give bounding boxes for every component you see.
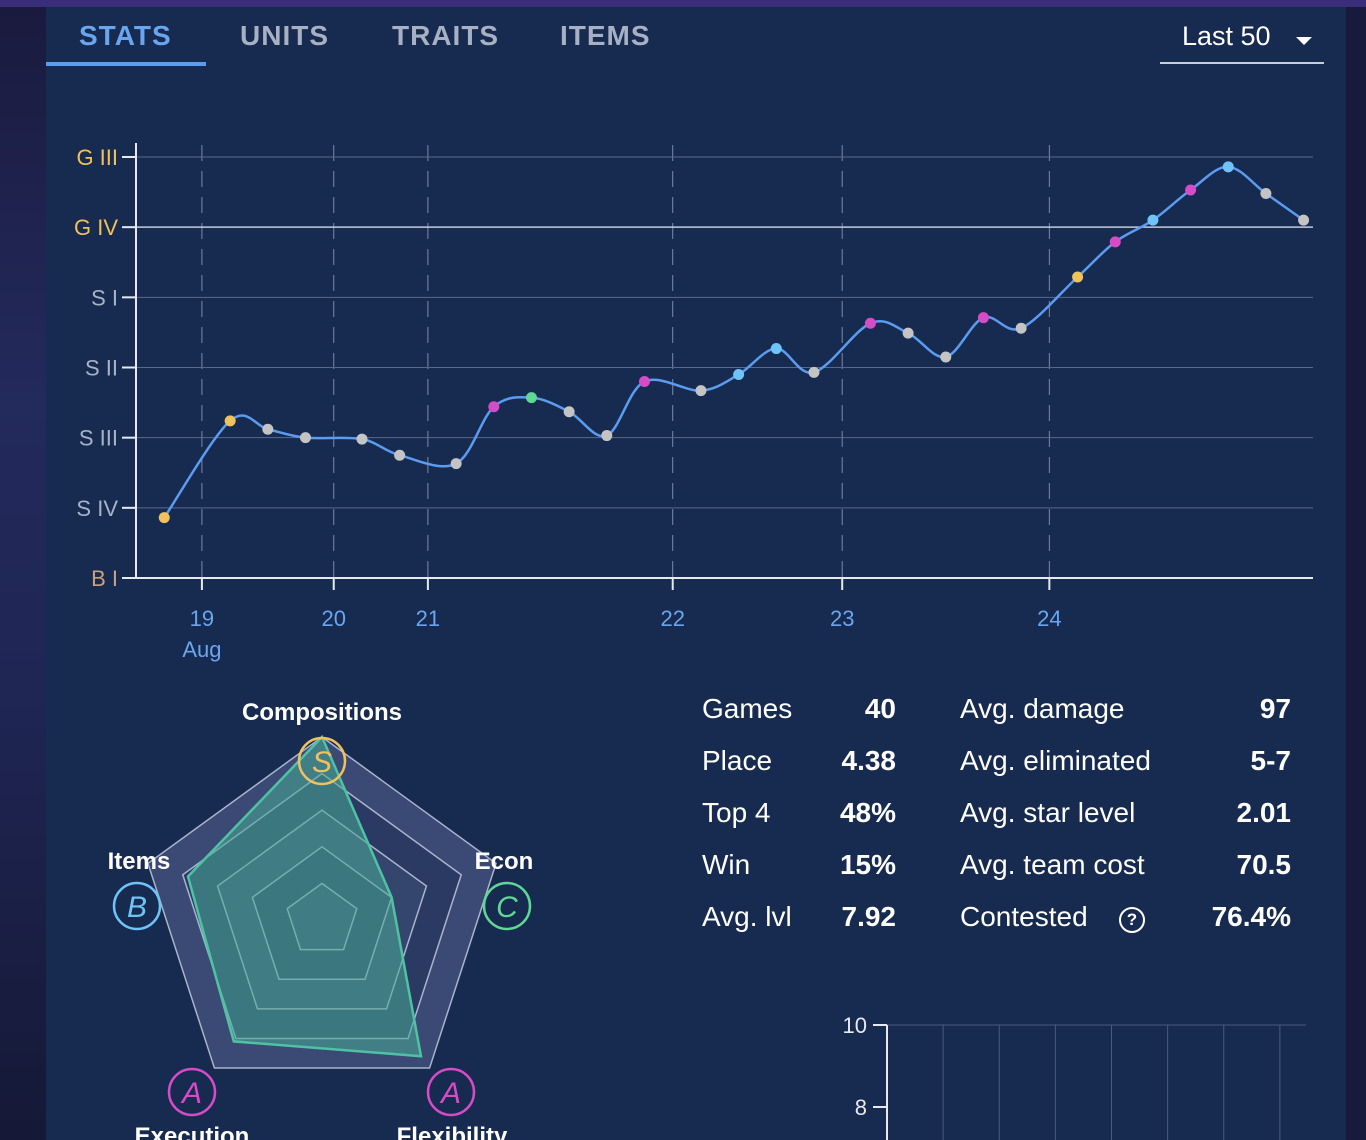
rank-point [902,327,914,339]
y-tick-label: S II [85,356,118,381]
rank-point [977,312,989,324]
grade-letter: A [180,1077,202,1110]
x-tick-label: 20 [321,606,345,631]
stat-label-avg-damage: Avg. damage [960,693,1125,724]
tab-items[interactable]: ITEMS [560,20,651,51]
games-range-value: Last 50 [1182,21,1271,51]
radar-axis-label: Econ [475,848,534,875]
x-tick-label: 23 [830,606,854,631]
rank-point [488,401,500,413]
y-tick-label: S I [91,285,118,310]
placement-scatter-chart: 10 8 [843,1013,1306,1140]
stat-value-avg-damage: 97 [1259,693,1291,724]
rank-point [940,351,952,363]
grade-badge [167,1067,217,1117]
stat-label-avg-lvl: Avg. lvl [702,901,792,932]
rank-point [601,430,613,442]
y-tick-label: G III [76,145,118,170]
rank-point [1072,271,1084,283]
rank-point [356,433,368,445]
stat-value-place: 4.38 [841,745,897,776]
stat-label-avg-eliminated: Avg. eliminated [960,745,1151,776]
grade-letter: S [312,746,332,779]
rank-point [394,449,406,461]
stat-value-contested: 76.4% [1211,901,1291,932]
tab-stats[interactable]: STATS [79,20,172,51]
stats-panel: STATS UNITS TRAITS ITEMS Last 50 G III G … [46,7,1346,1140]
stat-label-place: Place [702,745,773,776]
rank-point [1109,236,1121,248]
rank-history-chart: G III G IV S I S II S III S IV B I 19 Aug 20 21 22 2… [74,143,1313,662]
stat-value-games: 40 [864,693,896,724]
stat-value-avg-star-level: 2.01 [1236,797,1292,828]
x-tick-label: 22 [660,606,684,631]
help-icon-glyph: ? [1126,910,1138,929]
rank-point [299,432,311,444]
grade-badge [426,1067,476,1117]
stat-value-avg-lvl: 7.92 [841,901,897,932]
rank-point [525,392,537,404]
radar-chart: Compositions S Econ C Flexibility A Execution A… [108,699,534,1140]
rank-point [1222,161,1234,173]
active-tab-indicator [46,62,206,66]
x-tick-label: 19 [190,606,214,631]
rank-point [733,369,745,381]
background-left [0,0,46,1140]
tab-units[interactable]: UNITS [240,20,329,51]
tab-traits[interactable]: TRAITS [392,20,500,51]
y-tick-label: G IV [74,215,118,240]
radar-axis-label: Execution [135,1123,250,1140]
rank-point [262,423,274,435]
grade-badge [297,736,347,786]
stat-label-win: Win [702,849,751,880]
rank-point [1298,214,1310,226]
stat-label-top4: Top 4 [702,797,771,828]
radar-axis-label: Compositions [242,699,402,726]
stat-label-avg-team-cost: Avg. team cost [960,849,1145,880]
chevron-down-icon [1296,37,1312,45]
stat-value-avg-eliminated: 5-7 [1250,745,1291,776]
rank-point [224,415,236,427]
rank-point [563,406,575,418]
rank-point [695,385,707,397]
y-tick-label: B I [91,566,118,591]
rank-line [163,165,1305,519]
rank-point [864,317,876,329]
radar-data-area [186,734,423,1058]
grade-badge [482,881,532,931]
stat-label-contested: Contested [960,901,1088,932]
rank-point [1015,322,1027,334]
stat-value-avg-team-cost: 70.5 [1236,849,1292,880]
y-tick-label: S III [79,426,118,451]
rank-point [770,343,782,355]
radar-axis-label: Flexibility [397,1123,508,1140]
y-tick-label: S IV [76,496,118,521]
stat-label-games: Games [702,693,793,724]
radar-axis-label: Items [108,848,171,875]
stat-value-top4: 48% [839,797,896,828]
grade-letter: C [496,891,518,924]
rank-point [1260,187,1272,199]
help-icon[interactable]: ? [1119,907,1145,933]
grade-badge [112,881,162,931]
scatter-y-tick-label: 8 [855,1095,867,1120]
x-tick-label: 24 [1037,606,1061,631]
rank-point [1147,214,1159,226]
rank-point [158,512,170,524]
rank-point [450,458,462,470]
x-tick-sublabel: Aug [182,637,221,662]
rank-point [638,376,650,388]
games-range-dropdown[interactable]: Last 50 [1160,17,1324,64]
background-right [1346,0,1366,1140]
top-bar [0,0,1366,7]
x-tick-label: 21 [416,606,440,631]
rank-point [1185,184,1197,196]
grade-letter: B [127,891,147,924]
rank-point [808,366,820,378]
stat-value-win: 15% [839,849,896,880]
stat-label-avg-star-level: Avg. star level [960,797,1136,828]
grade-letter: A [439,1077,461,1110]
scatter-y-tick-label: 10 [843,1013,867,1038]
